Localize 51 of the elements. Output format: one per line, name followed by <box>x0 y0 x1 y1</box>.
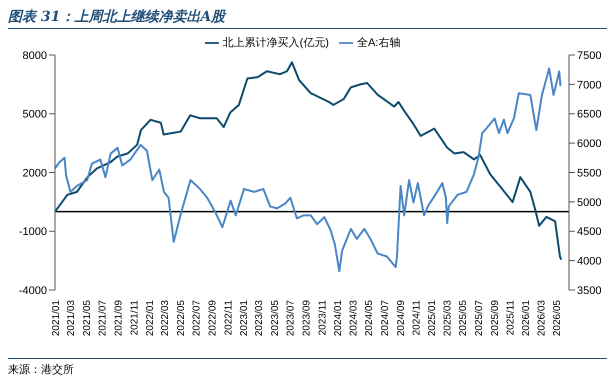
x-tick-label: 2025/03 <box>442 300 454 336</box>
x-tick-label: 2026/01 <box>521 300 532 336</box>
x-tick-label: 2022/11 <box>223 300 234 336</box>
y2-tick-label: 4000 <box>577 256 602 268</box>
x-tick-label: 2021/01 <box>51 300 62 336</box>
x-tick-label: 2022/07 <box>192 300 203 336</box>
x-tick-label: 2023/05 <box>270 300 281 336</box>
y2-tick-label: 5000 <box>577 196 602 209</box>
y2-tick-label: 7000 <box>577 79 602 92</box>
x-tick-label: 2022/03 <box>160 300 172 336</box>
x-tick-label: 2025/07 <box>474 300 485 336</box>
y-tick-label: -1000 <box>18 226 47 238</box>
chart-title: 图表 31：上周北上继续净卖出A股 <box>8 8 607 29</box>
x-tick-label: 2024/07 <box>380 300 391 336</box>
x-tick-label: 2022/09 <box>208 300 219 336</box>
y-tick-label: 2000 <box>22 167 47 180</box>
x-tick-label: 2021/05 <box>82 300 93 336</box>
x-tick-label: 2024/05 <box>364 300 376 336</box>
y-tick-label: 8000 <box>22 50 47 62</box>
y2-tick-label: 6500 <box>577 108 602 121</box>
x-tick-label: 2022/01 <box>144 300 156 336</box>
x-tick-label: 2022/05 <box>176 300 187 336</box>
x-tick-label: 2025/05 <box>458 300 470 336</box>
x-tick-label: 2021/11 <box>129 300 140 336</box>
y2-tick-label: 3500 <box>577 284 602 297</box>
x-tick-label: 2021/09 <box>114 300 125 336</box>
x-tick-label: 2025/09 <box>490 300 501 336</box>
x-tick-label: 2023/01 <box>238 300 250 336</box>
y2-tick-label: 6000 <box>577 138 602 150</box>
x-tick-label: 2025/11 <box>506 300 517 336</box>
y2-tick-label: 7500 <box>577 50 602 62</box>
x-tick-label: 2024/11 <box>412 300 423 336</box>
y2-tick-label: 5500 <box>577 167 602 180</box>
y-tick-label: -4000 <box>18 284 47 297</box>
x-tick-label: 2023/07 <box>286 300 297 336</box>
x-tick-label: 2023/11 <box>317 300 328 336</box>
x-tick-label: 2026/05 <box>552 300 564 336</box>
legend-label: 北上累计净买入(亿元) <box>222 37 329 49</box>
x-tick-label: 2024/09 <box>396 300 407 336</box>
x-tick-label: 2024/01 <box>332 300 344 336</box>
x-tick-label: 2025/01 <box>427 300 438 336</box>
x-tick-label: 2023/09 <box>302 300 313 336</box>
legend-label: 全A:右轴 <box>356 37 400 49</box>
x-tick-label: 2023/03 <box>254 300 266 336</box>
x-tick-label: 2024/03 <box>348 300 360 336</box>
x-tick-label: 2021/03 <box>66 300 78 336</box>
x-tick-label: 2021/07 <box>98 300 109 336</box>
y2-tick-label: 4500 <box>577 226 602 238</box>
y-tick-label: 5000 <box>22 108 47 121</box>
x-tick-label: 2026/03 <box>536 300 548 336</box>
source-note: 来源：港交所 <box>8 362 75 377</box>
